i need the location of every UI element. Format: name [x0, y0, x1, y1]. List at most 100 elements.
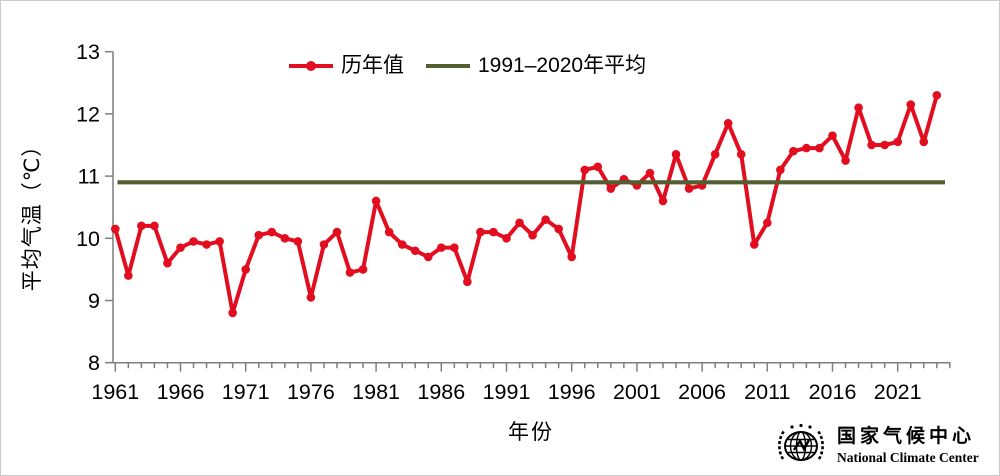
data-point-2010 [749, 240, 759, 249]
data-point-1971 [241, 265, 250, 274]
y-tick-label: 11 [78, 165, 100, 189]
data-point-1977 [319, 240, 329, 249]
legend-label-1991-2020-average: 1991–2020年平均 [478, 54, 647, 77]
data-point-2007 [710, 150, 720, 159]
y-tick-label: 8 [88, 351, 100, 375]
x-tick-label: 2011 [744, 380, 790, 404]
legend-item-1991-2020-average: 1991–2020年平均 [426, 53, 646, 79]
data-point-1994 [541, 215, 550, 224]
data-point-1961 [111, 224, 120, 234]
annual-values-markers [111, 90, 942, 318]
data-point-2003 [658, 196, 668, 206]
x-tick-label: 2006 [678, 380, 726, 404]
data-point-1978 [332, 227, 342, 237]
data-point-2022 [906, 100, 916, 109]
data-point-2009 [736, 150, 746, 159]
data-point-2005 [684, 184, 694, 193]
data-point-1964 [150, 221, 159, 231]
globe-emblem-icon [778, 423, 824, 461]
data-point-1979 [345, 268, 355, 277]
data-point-1999 [606, 184, 616, 193]
data-point-1980 [358, 265, 368, 274]
x-tick-labels: 1961 1966 1971 1976 1981 1986 1991 1996 2001 2006… [91, 380, 921, 404]
x-tick-label: 1981 [352, 380, 400, 404]
data-point-1969 [215, 237, 224, 246]
chart-legend: 历年值 1991–2020年平均 [289, 53, 646, 79]
data-point-1985 [423, 252, 433, 262]
data-point-1982 [384, 227, 394, 237]
legend-item-annual-values: 历年值 [289, 53, 404, 79]
data-point-1992 [515, 218, 524, 228]
data-point-1997 [580, 165, 590, 175]
data-point-1972 [254, 230, 264, 240]
legend-olive-line-icon [426, 64, 470, 68]
data-point-2024 [932, 90, 942, 100]
data-point-2014 [802, 143, 811, 153]
data-point-1974 [280, 234, 290, 243]
data-point-2011 [763, 218, 772, 228]
x-tick-label: 1976 [287, 380, 335, 404]
legend-label-annual-values: 历年值 [341, 54, 404, 77]
logo-name-english: National Climate Center [837, 449, 979, 465]
data-point-1965 [163, 258, 172, 268]
y-tick-label: 9 [88, 289, 100, 313]
y-axis-title: 平均气温（℃） [21, 134, 44, 292]
data-point-2016 [828, 131, 837, 140]
data-point-1996 [567, 252, 576, 262]
data-point-1970 [228, 308, 237, 318]
data-point-2012 [776, 165, 785, 175]
data-point-1966 [176, 243, 185, 252]
x-tick-label: 1996 [548, 380, 596, 404]
x-tick-label: 1986 [417, 380, 465, 404]
data-point-1981 [371, 196, 381, 206]
data-point-1963 [137, 221, 146, 231]
data-point-2008 [723, 118, 733, 128]
data-point-1973 [267, 227, 277, 237]
data-point-2018 [854, 103, 863, 112]
data-point-1990 [489, 227, 498, 237]
data-point-1993 [528, 230, 537, 240]
y-tick-labels: 8 9 10 11 12 13 [76, 40, 100, 375]
data-point-2013 [789, 146, 798, 156]
x-tick-label: 2021 [874, 380, 922, 404]
x-tick-label: 2001 [613, 380, 661, 404]
y-tick-label: 13 [76, 40, 100, 64]
x-tick-label: 2016 [809, 380, 857, 404]
x-tick-label: 1971 [222, 380, 270, 404]
data-point-1967 [189, 237, 198, 246]
data-point-1976 [306, 293, 316, 302]
y-tick-label: 10 [76, 227, 100, 251]
data-point-1984 [410, 246, 420, 256]
data-point-1983 [397, 240, 407, 249]
x-axis-title: 年份 [508, 421, 554, 444]
data-point-2002 [645, 168, 655, 178]
national-climate-center-logo: 国家气候中心 National Climate Center [775, 419, 979, 471]
legend-red-line-marker-icon [289, 61, 333, 71]
data-point-1986 [437, 243, 446, 252]
data-point-2021 [893, 137, 902, 147]
data-point-2023 [919, 137, 929, 147]
data-point-1991 [502, 234, 511, 243]
axes [105, 50, 951, 372]
data-point-1968 [202, 240, 211, 249]
data-point-1988 [463, 277, 472, 287]
annual-values-line [113, 93, 939, 315]
x-tick-label: 1961 [91, 380, 139, 404]
data-point-1995 [554, 224, 563, 234]
legend-red-dot-icon [306, 61, 316, 71]
data-point-2004 [671, 150, 681, 159]
data-point-1962 [124, 271, 133, 280]
y-tick-label: 12 [76, 102, 100, 126]
data-point-1975 [293, 237, 303, 246]
x-tick-label: 1991 [483, 380, 531, 404]
data-point-1987 [450, 243, 459, 252]
data-point-1989 [476, 227, 485, 237]
data-point-2020 [880, 140, 889, 150]
data-point-2019 [867, 140, 876, 150]
data-point-2017 [841, 156, 850, 165]
data-point-1998 [593, 162, 603, 172]
data-point-2015 [815, 143, 824, 153]
x-tick-label: 1966 [157, 380, 205, 404]
